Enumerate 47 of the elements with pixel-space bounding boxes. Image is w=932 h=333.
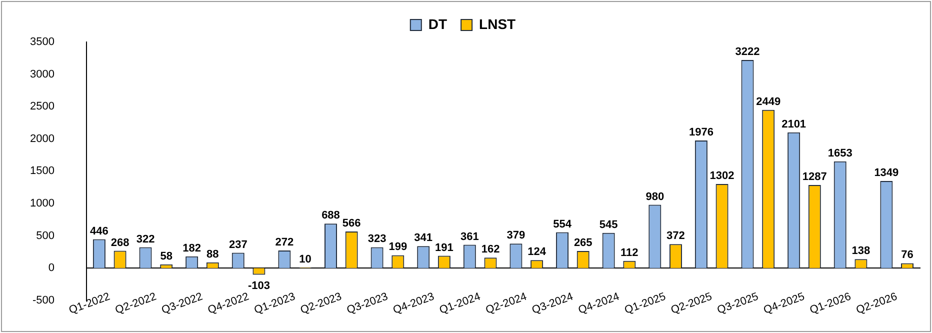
data-label: 323 [368,233,386,246]
data-label: 272 [275,236,294,249]
data-label: 124 [528,246,547,258]
y-tick-label: 3500 [30,36,54,48]
data-label: 58 [160,250,172,262]
y-tick-label: 1500 [30,165,54,178]
legend-label: LNST [479,16,516,32]
data-label: 566 [342,218,361,230]
data-label: 191 [435,242,454,254]
data-label: 688 [322,210,340,222]
data-label: 182 [182,242,201,254]
data-label: 341 [414,232,433,244]
data-label: 268 [110,236,130,249]
data-label: 76 [901,249,914,262]
legend-label: DT [428,16,448,32]
data-label: 1287 [802,170,827,183]
data-label: 372 [666,230,685,242]
y-tick-label: 1000 [30,198,54,210]
data-label: 1653 [828,147,852,160]
data-label: 1976 [688,126,714,138]
y-tick-label: 3000 [30,68,54,80]
data-label: 545 [599,218,618,231]
data-label: 361 [460,230,479,243]
data-label: 10 [299,253,312,266]
data-label: 112 [620,246,638,259]
y-tick-label: 0 [48,262,54,274]
data-label: 980 [646,190,664,203]
data-label: 162 [481,244,500,256]
data-label: 1302 [710,170,734,182]
data-label: 3222 [735,46,760,58]
y-tick-label: 500 [36,230,54,242]
data-label: 237 [228,238,248,251]
data-label: 265 [574,236,592,249]
data-label: -103 [248,280,270,292]
data-label: 88 [206,248,219,260]
data-label: 1349 [874,166,899,179]
data-label: 199 [388,241,408,254]
data-label: 2101 [782,118,806,130]
data-label: 322 [136,233,155,246]
data-label: 446 [90,225,108,238]
data-label: 379 [506,230,526,242]
y-tick-label: -500 [32,294,54,306]
data-label: 554 [553,218,572,230]
y-tick-label: 2500 [30,100,54,113]
data-label: 2449 [756,96,781,108]
data-label: 138 [852,245,870,258]
y-tick-label: 2000 [30,132,54,145]
